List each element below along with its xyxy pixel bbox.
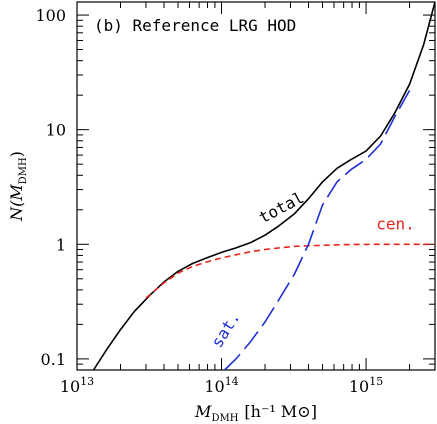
x-tick-base: 10: [204, 377, 224, 396]
x-tick-base: 10: [349, 377, 369, 396]
plot-frame: [76, 1, 436, 371]
series-cen-line: [145, 243, 435, 299]
series-label-cen: cen.: [376, 214, 415, 233]
series-lines: [92, 2, 435, 370]
x-axis-title: MDMH [h⁻¹ M⊙]: [194, 402, 317, 424]
x-tick-exponent: 15: [369, 375, 383, 388]
y-tick-label: 100: [35, 6, 66, 25]
y-tick-label: 0.1: [41, 350, 66, 369]
y-axis-var: N(M: [7, 184, 26, 222]
x-tick-label: 1014: [204, 375, 238, 396]
y-tick-label: 10: [46, 121, 66, 140]
x-tick-exponent: 14: [225, 375, 239, 388]
x-axis-sub: DMH: [211, 413, 238, 424]
y-tick-label: 1: [56, 235, 66, 254]
series-label-total: total: [256, 188, 307, 227]
x-tick-base: 10: [60, 377, 80, 396]
x-axis-units: [h⁻¹ M⊙]: [244, 402, 317, 421]
x-tick-label: 1013: [60, 375, 94, 396]
x-tick-exponent: 13: [80, 375, 94, 388]
y-axis-title: N(MDMH): [7, 151, 29, 222]
chart-title: (b) Reference LRG HOD: [94, 16, 296, 35]
y-axis-sub: DMH: [18, 157, 29, 184]
series-label-sat: sat.: [207, 308, 244, 351]
series-total-line: [92, 2, 435, 370]
series-labels: total cen. sat.: [207, 188, 414, 351]
x-axis-var: M: [194, 402, 212, 421]
y-axis-close: ): [7, 151, 26, 157]
axis-ticks: [76, 2, 436, 371]
x-tick-label: 1015: [349, 375, 383, 396]
series-sat-line: [224, 90, 411, 370]
